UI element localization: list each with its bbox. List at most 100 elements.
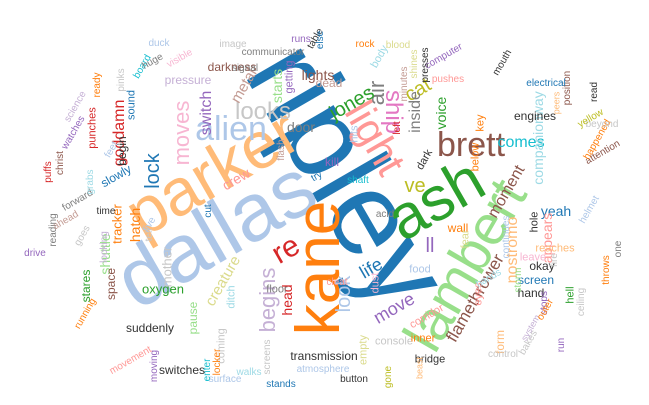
word-pause: pause [186,301,200,335]
word-transmission: transmission [290,349,358,363]
word-space: space [104,267,118,301]
word-acid: acid [375,209,395,220]
word-rock: rock [355,39,375,50]
word-flash: flash [276,139,287,161]
word-hell: hell [564,286,577,304]
word-voice: voice [433,96,449,130]
word-floor: floor [266,283,288,296]
word-kill: kill [325,155,339,169]
word-suddenly: suddenly [125,321,175,335]
word-visible: visible [164,46,195,71]
word-one: one [613,240,624,258]
word-surface: surface [208,374,242,385]
word-food: food [409,263,431,276]
word-movement: movement [107,344,154,378]
word-peers: peers [551,91,562,115]
word-dead: dead [315,76,343,90]
word-beyond: beyond [585,119,619,130]
word-door: door [286,119,316,135]
word-image: image [219,39,247,50]
word-run: run [556,337,567,353]
word-punches: punches [86,107,99,149]
word-duck: duck [148,38,170,49]
word-ceiling: ceiling [576,287,587,317]
word-blood: blood [385,40,411,51]
word-hand: hand [517,286,545,300]
word-kane: kane [284,200,353,336]
word-okay: okay [529,259,555,273]
word-oxygen: oxygen [142,281,184,297]
word-sound: sound [125,90,138,120]
word-empty: empty [357,335,370,365]
word-gone: gone [383,365,394,389]
word-lock: lock [142,153,164,189]
word-hole: hole [528,211,541,233]
word-else: else [315,30,326,50]
word-switch: switch [198,90,215,136]
word-pressure: pressure [164,73,212,87]
word-reaches: reaches [535,242,575,255]
word-bridge: bridge [414,353,446,366]
word-stands: stands [266,379,296,390]
word-moves: moves [169,100,194,166]
word-ve: ve [404,175,426,197]
word-communicator: communicator [241,47,305,58]
word-ll: ll [425,235,435,257]
word-goes: goes [72,223,93,248]
word-throws: throws [601,255,612,285]
word-beast: beast [414,356,425,380]
word-shines: shines [409,49,420,79]
word-signal: signal [231,63,259,74]
word-screens: screens [262,339,273,375]
word-inside: inside [407,91,424,133]
word-christ: christ [55,151,66,175]
word-grabs: grabs [85,169,96,195]
word-key: key [474,114,487,132]
word-looking: looking [99,231,110,263]
word-switches: switches [158,363,206,377]
word-drive: drive [24,248,46,259]
word-inner: inner [410,332,436,345]
word-leave: leave [519,251,547,264]
word-walks: walks [236,367,262,378]
word-dust: dust [369,272,382,294]
word-locker: locker [212,348,223,376]
word-electrical: electrical [526,78,566,89]
word-read: read [589,81,600,103]
word-time: time [96,206,116,217]
word-lights: lights [301,67,335,83]
word-storm: storm [513,267,524,293]
word-below: below [469,142,482,172]
word-helmet: helmet [577,194,602,226]
word-companionway: companionway [530,91,546,185]
word-enter: enter [202,358,213,382]
word-brett: brett [436,126,506,164]
word-cleat: cleat [326,277,348,288]
word-hits: hits [348,125,361,143]
word-screen: screen [517,273,555,287]
word-hatch: hatch [127,207,143,243]
word-continues: continues [501,215,512,259]
word-alien: alien [195,110,267,148]
word-cut: cut [203,204,214,218]
word-stares: stares [79,269,93,303]
word-presses: presses [420,47,431,83]
word-button: button [340,374,368,385]
word-comes: comes [497,134,545,151]
word-shaft: shaft [347,175,369,186]
word-atmosphere: atmosphere [296,364,350,375]
word-pinks: pinks [116,68,127,92]
word-pushes: pushes [431,74,465,85]
word-runs: runs [291,34,311,45]
word-begins: begins [255,267,280,333]
word-console: console [375,335,413,348]
word-wall: wall [447,221,469,235]
word-control: control [487,349,519,360]
word-fire: fire [549,253,560,267]
word-puffs: puffs [43,161,54,183]
word-left: left [392,121,403,135]
word-ditch: ditch [225,285,238,309]
word-getting: getting [283,60,296,94]
word-engines: engines [513,109,557,123]
